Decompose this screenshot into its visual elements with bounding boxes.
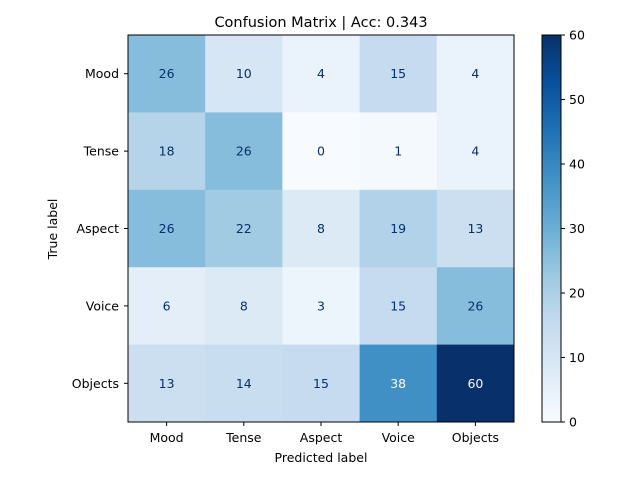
- heatmap-cell: [128, 267, 206, 346]
- heatmap-cell: [282, 35, 361, 113]
- cell-value-label: 13: [467, 221, 483, 236]
- colorbar: [541, 34, 562, 423]
- heatmap-cell: [436, 35, 515, 113]
- colorbar-tick-label: 40: [569, 157, 585, 172]
- x-axis-ticks: Mood Tense Aspect Voice Objects: [150, 422, 499, 445]
- cell-value-label: 4: [317, 66, 325, 81]
- cell-value-label: 15: [313, 376, 329, 391]
- cell-value-label: 26: [236, 144, 252, 159]
- heatmap-cell: [436, 344, 515, 423]
- cell-value-label: 22: [236, 221, 252, 236]
- cell-value-label: 10: [236, 66, 252, 81]
- cell-value-label: 26: [159, 221, 175, 236]
- y-axis-ticks: Mood Tense Aspect Voice Objects: [72, 66, 128, 391]
- colorbar-tick-label: 0: [569, 415, 577, 430]
- cell-value-label: 1: [394, 144, 402, 159]
- cell-value-label: 26: [159, 66, 175, 81]
- cell-value-label: 38: [390, 376, 406, 391]
- cell-value-label: 14: [236, 376, 252, 391]
- cell-value-label: 15: [390, 66, 406, 81]
- heatmap-cell: [282, 267, 361, 346]
- cell-value-label: 4: [471, 144, 479, 159]
- heatmap-cell: [128, 112, 206, 191]
- colorbar-tick-label: 60: [569, 28, 585, 43]
- heatmap-cell: [205, 35, 283, 113]
- colorbar-ticks: 0 10 20 30 40 50 60: [561, 28, 585, 430]
- colorbar-tick-label: 10: [569, 350, 585, 365]
- heatmap-cell: [359, 344, 438, 423]
- y-tick-label: Objects: [72, 376, 119, 391]
- cell-value-label: 8: [240, 298, 248, 313]
- colorbar-tick-label: 20: [569, 286, 585, 301]
- cell-value-label: 3: [317, 298, 325, 313]
- cell-value-label: 8: [317, 221, 325, 236]
- heatmap-cell: [205, 344, 283, 423]
- y-tick-label: Mood: [85, 66, 119, 81]
- y-tick-label: Voice: [86, 298, 120, 313]
- cell-value-label: 13: [159, 376, 175, 391]
- y-tick-label: Aspect: [77, 221, 120, 236]
- y-tick-label: Tense: [83, 144, 120, 159]
- cell-value-label: 26: [467, 298, 483, 313]
- heatmap-cell: [359, 267, 438, 346]
- heatmap-cell: [205, 267, 283, 346]
- cell-value-label: 60: [467, 376, 483, 391]
- heatmap-cell: [282, 344, 361, 423]
- heatmap-cell: [436, 112, 515, 191]
- x-tick-label: Voice: [382, 430, 416, 445]
- x-axis-label: Predicted label: [275, 450, 368, 465]
- heatmap-cell: [282, 189, 361, 268]
- colorbar-tick-label: 30: [569, 221, 585, 236]
- x-tick-label: Tense: [225, 430, 262, 445]
- cell-value-label: 6: [163, 298, 171, 313]
- cell-value-label: 19: [390, 221, 406, 236]
- x-tick-label: Objects: [452, 430, 499, 445]
- heatmap-cell: [436, 189, 515, 268]
- cell-value-label: 15: [390, 298, 406, 313]
- heatmap-cell: [359, 189, 438, 268]
- heatmap-cell: [359, 112, 438, 191]
- x-tick-label: Aspect: [300, 430, 343, 445]
- cell-value-label: 0: [317, 144, 325, 159]
- chart-title: Confusion Matrix | Acc: 0.343: [214, 15, 427, 31]
- x-tick-label: Mood: [150, 430, 184, 445]
- heatmap-cell: [282, 112, 361, 191]
- heatmap-cell: [205, 112, 283, 191]
- cell-value-label: 18: [159, 144, 175, 159]
- heatmap-cell: [128, 344, 206, 423]
- heatmap-cell: [128, 189, 206, 268]
- cell-value-label: 4: [471, 66, 479, 81]
- y-axis-label: True label: [45, 199, 60, 261]
- heatmap-cell: [436, 267, 515, 346]
- colorbar-tick-label: 50: [569, 92, 585, 107]
- heatmap-cells: [128, 35, 515, 423]
- heatmap-cell: [359, 35, 438, 113]
- heatmap-cell: [128, 35, 206, 113]
- heatmap-cell: [205, 189, 283, 268]
